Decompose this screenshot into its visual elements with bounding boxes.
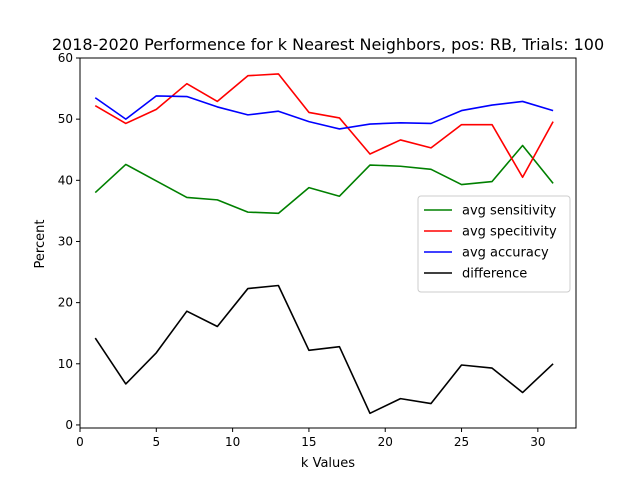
x-tick-label: 15 — [301, 435, 316, 449]
legend-frame — [417, 195, 571, 293]
y-tick-label: 50 — [58, 112, 73, 126]
y-axis-label: Percent — [33, 220, 48, 269]
series-line-avg-accuracy — [94, 95, 554, 130]
y-tick-label: 40 — [58, 173, 73, 187]
y-axis-ticks: 0 10 20 30 40 50 60 — [58, 51, 80, 432]
x-tick-label: 5 — [152, 435, 160, 449]
legend-label: avg sensitivity — [462, 204, 557, 219]
x-tick-label: 25 — [454, 435, 469, 449]
series-line-avg-sensitivity — [94, 144, 554, 215]
series-layer — [94, 73, 554, 415]
x-tick-label: 0 — [76, 435, 84, 449]
series-line-difference — [94, 284, 554, 415]
y-tick-label: 30 — [58, 234, 73, 248]
legend: avg sensitivity avg specitivity avg accura… — [417, 195, 571, 293]
x-tick-label: 30 — [530, 435, 545, 449]
y-tick-label: 20 — [58, 296, 73, 310]
x-tick-label: 20 — [378, 435, 393, 449]
x-axis-label: k Values — [301, 456, 355, 471]
legend-label: avg specitivity — [462, 225, 557, 240]
legend-label: avg accuracy — [462, 246, 549, 261]
legend-label: difference — [462, 267, 527, 282]
y-tick-label: 10 — [58, 357, 73, 371]
y-tick-label: 60 — [58, 51, 73, 65]
plot-frame — [79, 57, 577, 429]
chart-title: 2018-2020 Performence for k Nearest Neig… — [52, 35, 604, 54]
x-axis-ticks: 0 5 10 15 20 25 30 — [76, 428, 545, 449]
x-tick-label: 10 — [225, 435, 240, 449]
y-tick-label: 0 — [65, 418, 73, 432]
